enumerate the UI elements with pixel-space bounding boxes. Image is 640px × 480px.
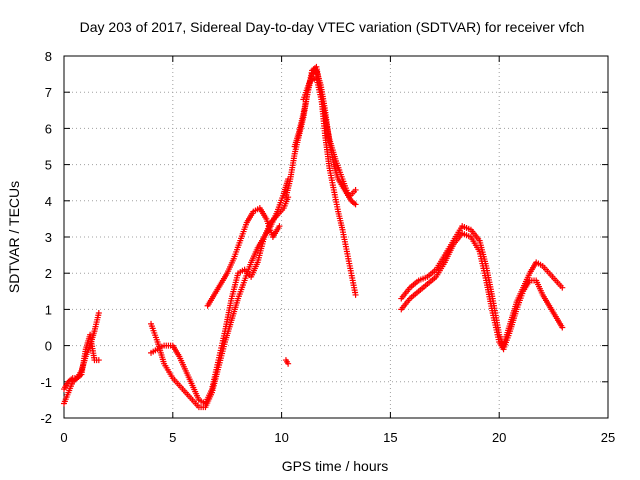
x-tick-label: 25 — [601, 430, 615, 445]
x-tick-label: 5 — [169, 430, 176, 445]
y-tick-label: 0 — [45, 339, 52, 354]
y-tick-label: 3 — [45, 230, 52, 245]
x-tick-label: 15 — [383, 430, 397, 445]
axis-ticks: -2 -1 0 1 2 3 4 5 6 7 8 0 5 10 15 20 25 — [40, 49, 615, 445]
data-point — [95, 310, 102, 317]
series-seg-4-10.5-b — [148, 194, 292, 407]
data-point — [559, 324, 566, 331]
data-point — [285, 360, 292, 367]
chart-title: Day 203 of 2017, Sidereal Day-to-day VTE… — [80, 19, 585, 35]
data-point — [276, 223, 283, 230]
x-axis-label: GPS time / hours — [282, 458, 389, 474]
data-point — [352, 186, 359, 193]
data-point — [559, 284, 566, 291]
series-seg-4-10.5-a — [148, 176, 292, 411]
data-point — [352, 291, 359, 298]
y-tick-label: 6 — [45, 121, 52, 136]
data-points — [61, 63, 566, 411]
y-tick-label: 7 — [45, 85, 52, 100]
x-tick-label: 10 — [274, 430, 288, 445]
y-tick-label: 2 — [45, 266, 52, 281]
y-tick-label: 5 — [45, 158, 52, 173]
series-seg-15.5-23-b — [398, 230, 566, 353]
series-seg-0-1.6-b — [61, 331, 102, 393]
y-tick-label: 1 — [45, 302, 52, 317]
y-tick-label: -1 — [40, 375, 52, 390]
data-point — [95, 357, 102, 364]
series-seg-10.2-13.5-c — [300, 74, 359, 201]
series-seg-6.5-9.5-c — [204, 205, 283, 309]
x-tick-label: 0 — [60, 430, 67, 445]
grid — [64, 56, 608, 418]
y-tick-label: -2 — [40, 411, 52, 426]
data-point — [352, 201, 359, 208]
y-axis-label: SDTVAR / TECUs — [6, 181, 22, 293]
y-tick-label: 4 — [45, 194, 52, 209]
series-isolated-10.2 — [282, 357, 292, 367]
series-seg-10.2-13.5-a — [282, 63, 359, 298]
y-tick-label: 8 — [45, 49, 52, 64]
x-tick-label: 20 — [492, 430, 506, 445]
